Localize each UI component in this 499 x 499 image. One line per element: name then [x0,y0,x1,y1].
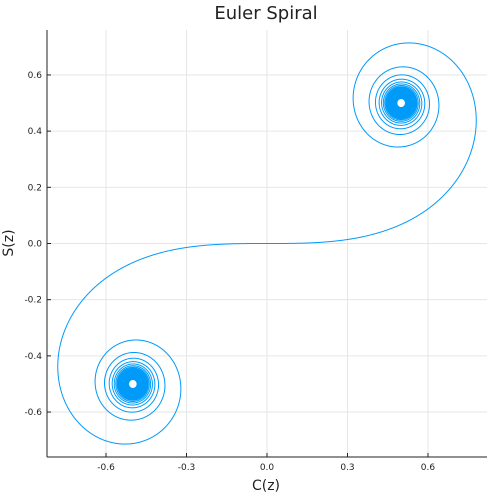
spiral-center-point [131,382,135,386]
ticks: -0.6 -0.3 0.0 0.3 0.6 -0.6 -0.4 -0.2 0.0 0.2 0.4 0.… [24,71,435,473]
y-tick-label: 0.6 [28,71,43,81]
x-tick-label: 0.0 [260,463,275,473]
y-axis-title: S(z) [1,229,17,256]
y-tick-label: -0.4 [24,352,42,362]
y-tick-label: 0.2 [28,183,42,193]
x-tick-label: 0.6 [421,463,436,473]
x-tick-label: -0.6 [97,463,115,473]
y-tick-label: 0.4 [28,127,43,137]
x-axis-title: C(z) [252,478,280,494]
y-tick-label: -0.6 [24,408,42,418]
x-tick-label: 0.3 [340,463,354,473]
y-tick-label: 0.0 [28,240,43,250]
spiral-center-point [399,101,403,105]
series-group [57,42,477,445]
euler-spiral-line [57,42,477,445]
x-tick-label: -0.3 [178,463,196,473]
chart-title: Euler Spiral [214,3,317,24]
y-tick-label: -0.2 [24,296,42,306]
